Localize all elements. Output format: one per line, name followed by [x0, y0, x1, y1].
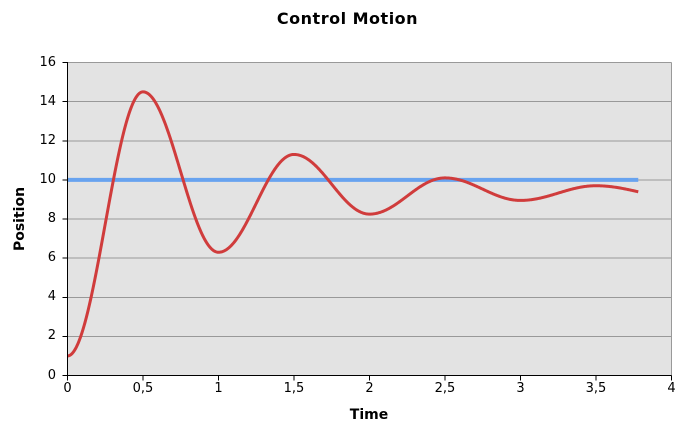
y-tick-label: 6 — [47, 250, 56, 266]
y-tick-label: 10 — [39, 171, 56, 187]
x-tick-label: 3,5 — [585, 381, 607, 396]
x-axis-title: Time — [349, 407, 389, 423]
x-tick-label: 1,5 — [283, 381, 305, 396]
x-tick-label: 3 — [516, 381, 525, 396]
x-tick-label: 0 — [63, 381, 72, 396]
y-tick-label: 0 — [47, 367, 56, 383]
series-response — [66, 90, 640, 358]
y-tick-label: 8 — [47, 211, 56, 226]
y-tick-label: 16 — [39, 54, 56, 70]
chart-title: Control Motion — [276, 9, 419, 28]
x-tick-label: 0,5 — [132, 381, 154, 396]
y-tick-label: 2 — [47, 328, 56, 344]
x-tick-label: 2,5 — [434, 381, 456, 396]
y-tick-label: 4 — [47, 289, 56, 305]
y-tick-label: 12 — [39, 132, 56, 148]
x-tick-label: 4 — [667, 381, 676, 396]
x-tick-label: 1 — [214, 381, 223, 396]
y-tick-label: 14 — [39, 93, 56, 109]
x-tick-label: 2 — [365, 381, 374, 396]
